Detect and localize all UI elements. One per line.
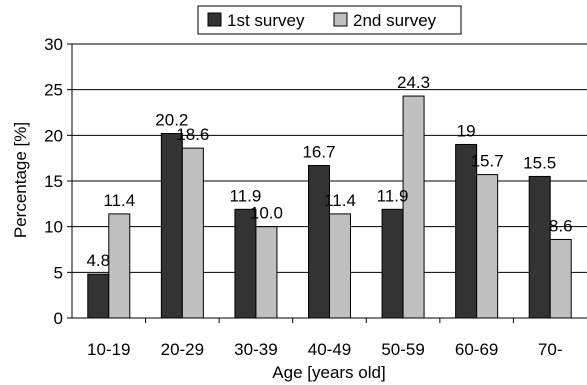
- data-label-2nd-survey: 18.6: [176, 125, 209, 144]
- x-tick-label: 70-: [538, 340, 563, 359]
- legend-label-1st-survey: 1st survey: [227, 11, 305, 30]
- bar-2nd-survey: [255, 226, 278, 319]
- bar-2nd-survey: [476, 174, 499, 319]
- y-tick-label: 10: [44, 218, 63, 237]
- bar-2nd-survey: [402, 95, 425, 319]
- bar-2nd-survey: [181, 147, 204, 319]
- data-label-2nd-survey: 15.7: [471, 152, 504, 171]
- legend-swatch-2nd-survey: [333, 12, 348, 27]
- bar-1st-survey: [381, 208, 404, 319]
- x-tick-labels: 10-19 20-29 30-39 40-49 50-59 60-69 70-: [87, 340, 562, 359]
- data-label-1st-survey: 15.5: [523, 153, 556, 172]
- data-label-2nd-survey: 10.0: [250, 204, 283, 223]
- legend-label-2nd-survey: 2nd survey: [353, 11, 437, 30]
- bar-1st-survey: [160, 133, 183, 319]
- legend-swatch-1st-survey: [207, 12, 222, 27]
- bar-2nd-survey: [549, 238, 572, 319]
- bar-2nd-survey: [108, 213, 131, 319]
- x-tick-label: 50-59: [381, 340, 424, 359]
- data-label-2nd-survey: 8.6: [549, 216, 573, 235]
- x-tick-label: 20-29: [161, 340, 204, 359]
- bar-1st-survey: [87, 273, 110, 319]
- bar-1st-survey: [308, 164, 330, 319]
- data-label-1st-survey: 4.8: [86, 251, 110, 270]
- data-label-1st-survey: 16.7: [302, 142, 335, 161]
- legend: 1st survey 2nd survey: [197, 5, 462, 35]
- y-tick-label: 5: [54, 263, 63, 282]
- y-axis-label: Percentage [%]: [11, 122, 30, 238]
- legend-box: [197, 5, 462, 35]
- y-tick-label: 20: [44, 126, 63, 145]
- y-tick-labels: 0 5 10 15 20 25 30: [44, 35, 63, 328]
- bar-1st-survey: [234, 208, 257, 319]
- y-tick-label: 0: [54, 309, 63, 328]
- data-label-1st-survey: 11.9: [230, 186, 262, 205]
- y-tick-label: 25: [44, 81, 63, 100]
- x-tick-label: 60-69: [455, 340, 498, 359]
- data-label-1st-survey: 19: [457, 121, 476, 140]
- data-label-2nd-survey: 11.4: [103, 191, 135, 210]
- x-tick-label: 10-19: [87, 340, 130, 359]
- bar-2nd-survey: [329, 213, 351, 319]
- y-tick-label: 15: [44, 172, 63, 191]
- data-label-2nd-survey: 24.3: [397, 73, 430, 92]
- bars: [87, 95, 572, 319]
- x-tick-label: 40-49: [308, 340, 351, 359]
- x-axis-label: Age [years old]: [272, 363, 385, 382]
- axes: [67, 43, 587, 323]
- x-tick-label: 30-39: [234, 340, 277, 359]
- data-labels: 4.811.420.218.611.910.016.711.4 11.924.31…: [86, 73, 572, 270]
- bar-1st-survey: [528, 175, 551, 319]
- data-label-1st-survey: 11.9: [377, 186, 409, 205]
- y-tick-label: 30: [44, 35, 63, 54]
- data-label-1st-survey: 20.2: [155, 111, 188, 130]
- data-label-2nd-survey: 11.4: [324, 191, 356, 210]
